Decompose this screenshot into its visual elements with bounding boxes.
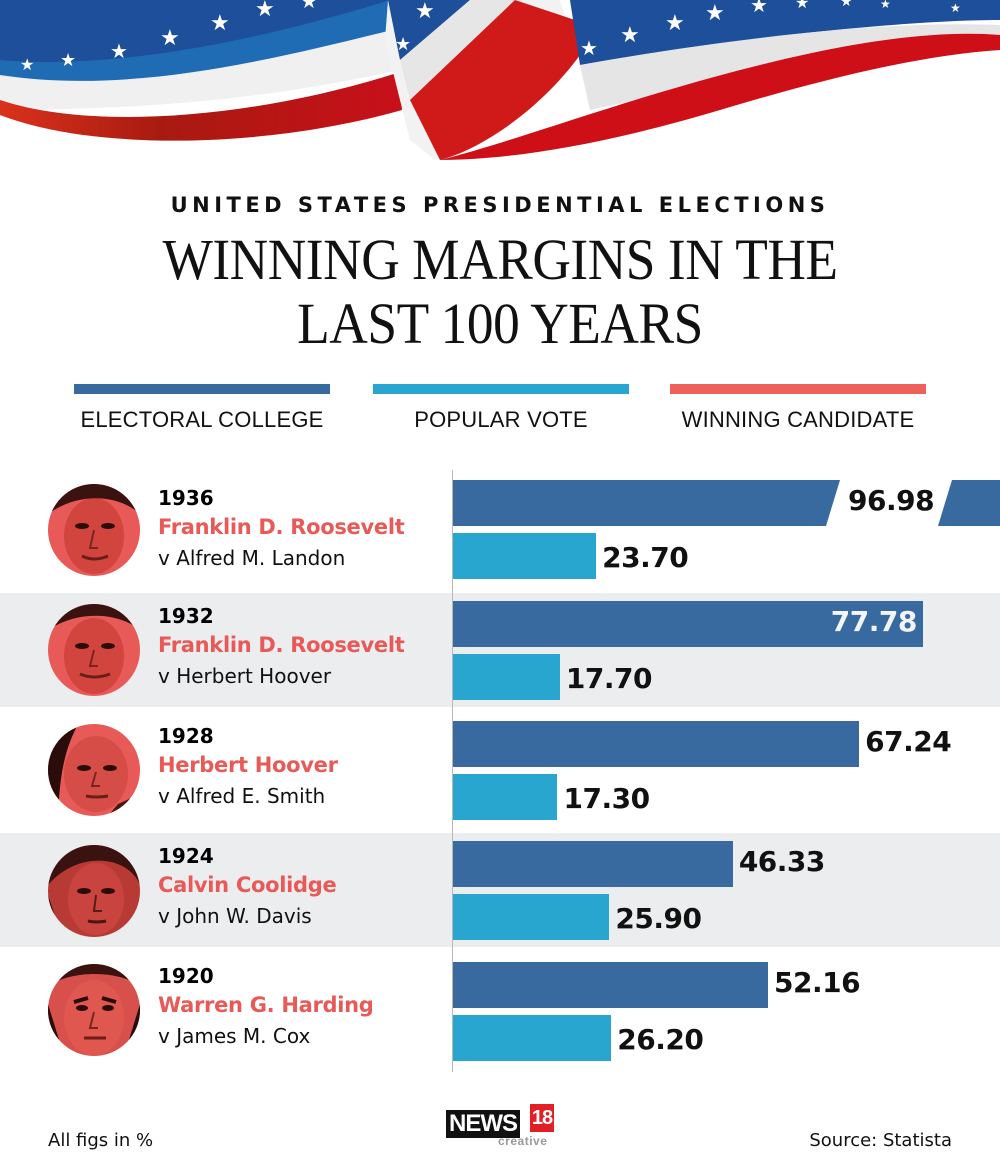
chart-title-line-1: WINNING MARGINS IN THE (162, 227, 838, 292)
svg-text:★: ★ (580, 36, 598, 60)
svg-text:★: ★ (210, 11, 230, 36)
chart-axis-line (452, 470, 453, 1072)
svg-text:★: ★ (160, 26, 180, 51)
legend-item-electoral-college: ELECTORAL COLLEGE (74, 384, 330, 433)
svg-text:★: ★ (665, 11, 685, 36)
svg-text:★: ★ (60, 50, 76, 71)
legend-item-winning-candidate: WINNING CANDIDATE (670, 384, 926, 433)
svg-text:★: ★ (620, 23, 640, 48)
legend: ELECTORAL COLLEGE POPULAR VOTE WINNING C… (0, 384, 1000, 434)
candidate-info: 1932 Franklin D. Roosevelt v Herbert Hoo… (158, 604, 405, 690)
candidate-portrait (48, 724, 140, 816)
candidate-portrait (48, 845, 140, 937)
source-note: Source: Statista (809, 1130, 952, 1151)
chart-title: WINNING MARGINS IN THE LAST 100 YEARS (40, 228, 960, 356)
candidate-portrait (48, 484, 140, 576)
svg-text:★: ★ (840, 0, 853, 10)
election-row-1920: 1920 Warren G. Harding v James M. Cox (0, 947, 1000, 1072)
opponent: v James M. Cox (158, 1024, 311, 1048)
chart-title-line-2: LAST 100 YEARS (297, 291, 703, 356)
winning-candidate: Franklin D. Roosevelt (158, 633, 405, 657)
winning-candidate: Warren G. Harding (158, 993, 374, 1017)
candidate-portrait (48, 604, 140, 696)
svg-text:★: ★ (880, 0, 891, 11)
svg-text:★: ★ (300, 0, 318, 13)
legend-label: ELECTORAL COLLEGE (80, 407, 324, 432)
legend-swatch-winning-candidate (670, 384, 926, 394)
election-year: 1920 (158, 964, 214, 988)
svg-text:★: ★ (415, 0, 435, 24)
svg-text:★: ★ (255, 0, 275, 22)
winning-candidate: Calvin Coolidge (158, 873, 337, 897)
svg-text:★: ★ (110, 39, 128, 63)
logo-subtext: creative (498, 1134, 548, 1148)
svg-text:★: ★ (705, 1, 725, 26)
candidate-info: 1920 Warren G. Harding v James M. Cox (158, 964, 374, 1050)
election-year: 1924 (158, 844, 214, 868)
svg-text:★: ★ (795, 0, 809, 12)
election-row-1928: 1928 Herbert Hoover v Alfred E. Smith (0, 707, 1000, 833)
opponent: v Herbert Hoover (158, 664, 332, 688)
svg-text:★: ★ (20, 55, 34, 74)
election-year: 1936 (158, 486, 214, 510)
svg-text:★: ★ (950, 1, 961, 15)
winning-candidate: Franklin D. Roosevelt (158, 515, 405, 539)
legend-swatch-electoral-college (74, 384, 330, 394)
legend-swatch-popular-vote (373, 384, 629, 394)
election-year: 1932 (158, 604, 214, 628)
candidate-info: 1936 Franklin D. Roosevelt v Alfred M. L… (158, 486, 405, 572)
chart-subtitle: UNITED STATES PRESIDENTIAL ELECTIONS (170, 193, 830, 217)
candidate-info: 1928 Herbert Hoover v Alfred E. Smith (158, 724, 338, 810)
election-row-1924: 1924 Calvin Coolidge v John W. Davis (0, 833, 1000, 947)
winning-candidate: Herbert Hoover (158, 753, 338, 777)
svg-text:★: ★ (395, 34, 411, 55)
logo-wordmark: NEWS (446, 1110, 520, 1138)
star-icons: ★ ★ ★ ★ ★ ★ ★ ★ ★ ★ ★ ★ ★ ★ ★ ★ ★ ★ (20, 0, 961, 74)
election-year: 1928 (158, 724, 214, 748)
election-row-1932: 1932 Franklin D. Roosevelt v Herbert Hoo… (0, 593, 1000, 707)
logo-number: 18 (530, 1104, 554, 1132)
flag-ribbon-banner: ★ ★ ★ ★ ★ ★ ★ ★ ★ ★ ★ ★ ★ ★ ★ ★ ★ ★ (0, 0, 1000, 160)
units-note: All figs in % (48, 1130, 154, 1151)
news18-logo: NEWS 18 creative (446, 1104, 556, 1152)
candidate-info: 1924 Calvin Coolidge v John W. Davis (158, 844, 337, 930)
svg-text:★: ★ (750, 0, 768, 17)
legend-label: WINNING CANDIDATE (681, 407, 915, 432)
legend-label: POPULAR VOTE (414, 407, 588, 432)
legend-item-popular-vote: POPULAR VOTE (373, 384, 629, 433)
election-row-1936: 1936 Franklin D. Roosevelt v Alfred M. L… (0, 470, 1000, 593)
opponent: v Alfred M. Landon (158, 546, 346, 570)
candidate-portrait (48, 964, 140, 1056)
opponent: v John W. Davis (158, 904, 312, 928)
opponent: v Alfred E. Smith (158, 784, 326, 808)
